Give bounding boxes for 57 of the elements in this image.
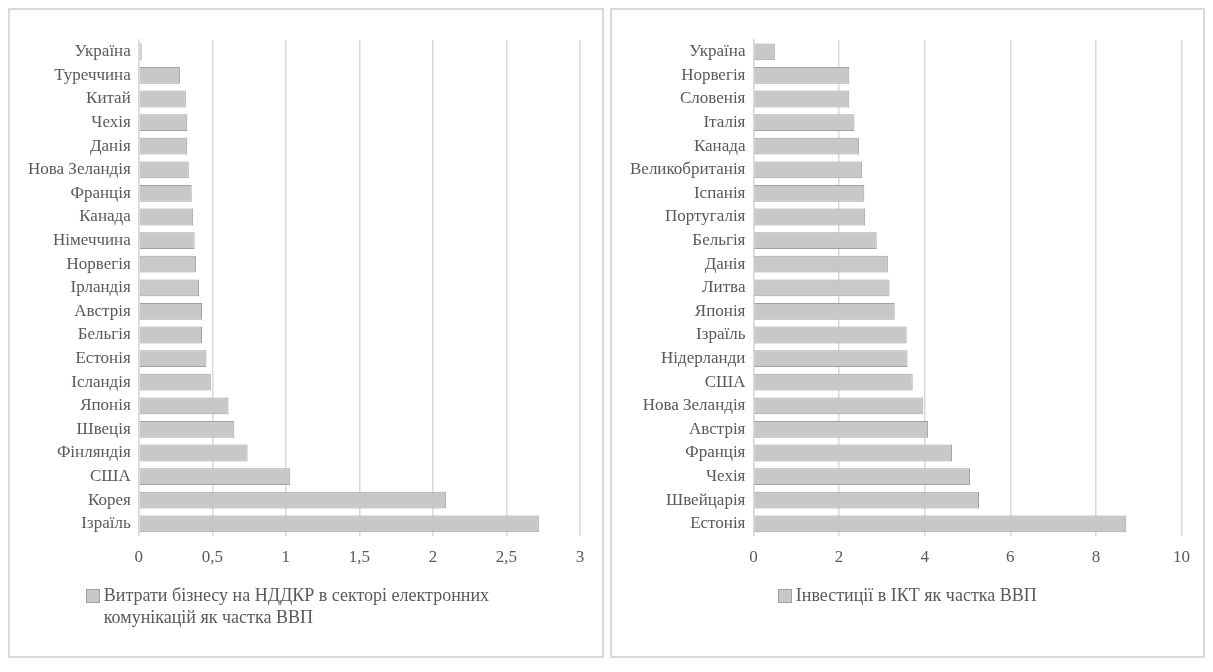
y-tick-label: Ізраїль	[695, 324, 746, 344]
legend-label: Інвестиції в ІКТ як частка ВВП	[795, 584, 1037, 606]
y-tick-label: Китай	[86, 88, 131, 108]
y-tick-label: Ісландія	[71, 371, 131, 391]
y-tick-label: Данія	[89, 135, 131, 155]
y-tick-label: Фінляндія	[56, 442, 131, 462]
legend-label: Витрати бізнесу на НДДКР в секторі електронних комунікацій як частка ВВП	[103, 584, 491, 628]
x-tick-label: 3	[575, 547, 585, 567]
y-tick-label: Японія	[694, 300, 746, 320]
x-tick-label: 1,5	[348, 547, 370, 567]
y-tick-label: Естонія	[689, 513, 746, 533]
x-tick-label: 0	[748, 547, 758, 567]
y-tick-label: Італія	[702, 112, 746, 132]
y-tick-label: Нідерланди	[660, 348, 745, 368]
y-tick-label: Австрія	[74, 300, 131, 320]
y-tick-label: Туреччина	[54, 64, 132, 84]
y-tick-label: Франція	[684, 442, 746, 462]
y-tick-label: Канада	[693, 135, 746, 155]
y-tick-label: Нова Зеландія	[642, 395, 746, 415]
y-tick-label: Данія	[704, 253, 746, 273]
y-tick-label: Франція	[70, 182, 131, 202]
y-tick-label: Бельгія	[77, 324, 131, 344]
x-tick-label: 6	[1005, 547, 1015, 567]
x-tick-label: 0,5	[201, 547, 223, 567]
y-tick-label: Ірландія	[70, 277, 131, 297]
y-tick-label: Норвегія	[680, 64, 746, 84]
y-tick-label: Чехія	[705, 466, 746, 486]
x-tick-label: 8	[1091, 547, 1100, 567]
x-tick-label: 1	[281, 547, 291, 567]
y-tick-label: Японія	[80, 395, 131, 415]
y-tick-label: Португалія	[664, 206, 746, 226]
y-tick-label: Бельгія	[691, 230, 746, 250]
y-tick-label: Україна	[688, 41, 746, 61]
x-tick-label: 4	[919, 547, 929, 567]
x-tick-label: 2,5	[495, 547, 518, 567]
y-tick-label: Німеччина	[53, 230, 132, 250]
y-tick-label: Швейцарія	[665, 489, 746, 509]
y-tick-label: Словенія	[679, 88, 746, 108]
y-tick-label: Норвегія	[66, 253, 131, 273]
y-tick-label: Нова Зеландія	[27, 159, 131, 179]
y-tick-label: Великобританія	[629, 159, 746, 179]
y-tick-label: Україна	[74, 41, 132, 61]
y-tick-label: Ізраїль	[81, 513, 131, 533]
y-tick-label: Канада	[79, 206, 132, 226]
y-tick-label: Корея	[87, 489, 131, 509]
x-tick-label: 2	[428, 547, 438, 567]
y-tick-label: Чехія	[91, 112, 131, 132]
y-tick-label: Іспанія	[693, 182, 746, 202]
x-tick-label: 10	[1172, 547, 1190, 567]
x-tick-label: 2	[834, 547, 843, 567]
x-tick-label: 0	[134, 547, 144, 567]
y-tick-label: Австрія	[688, 418, 746, 438]
y-tick-label: Швеція	[76, 418, 131, 438]
y-tick-label: США	[89, 466, 132, 486]
y-tick-label: Естонія	[75, 348, 131, 368]
y-tick-label: Литва	[701, 277, 746, 297]
y-tick-label: США	[704, 371, 746, 391]
